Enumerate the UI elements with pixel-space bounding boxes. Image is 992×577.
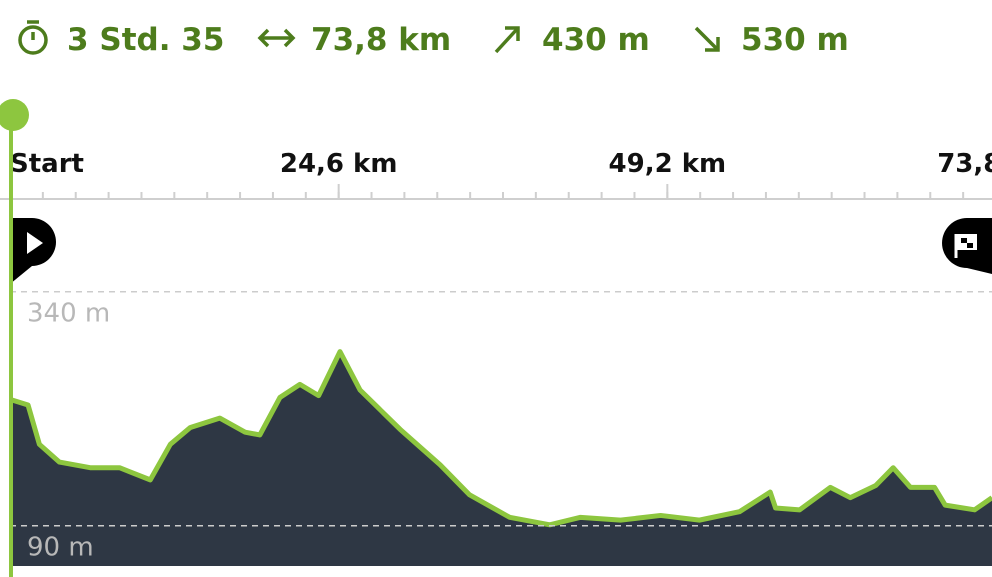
x-tick-label: 73,8 km [937, 149, 992, 179]
descent-icon [694, 26, 720, 52]
finish-marker [942, 218, 992, 274]
start-marker [10, 218, 56, 284]
x-tick-label: Start [10, 149, 84, 179]
cursor-handle[interactable] [0, 99, 29, 131]
descent: 530 m [741, 22, 849, 58]
y-tick-label: 90 m [27, 533, 94, 563]
duration-icon [18, 20, 48, 55]
ascent: 430 m [542, 22, 650, 58]
y-tick-label: 340 m [27, 299, 110, 329]
elevation-area [10, 351, 992, 566]
plot: Start 24,6 km 49,2 km 73,8 km 340 m 90 m [9, 149, 992, 566]
duration: 3 Std. 35 [67, 22, 224, 58]
ascent-icon [494, 26, 520, 54]
distance: 73,8 km [311, 22, 451, 58]
x-tick-label: 24,6 km [280, 149, 398, 179]
elevation-line [9, 349, 992, 528]
x-tick-label: 49,2 km [609, 149, 727, 179]
distance-icon [257, 28, 296, 48]
